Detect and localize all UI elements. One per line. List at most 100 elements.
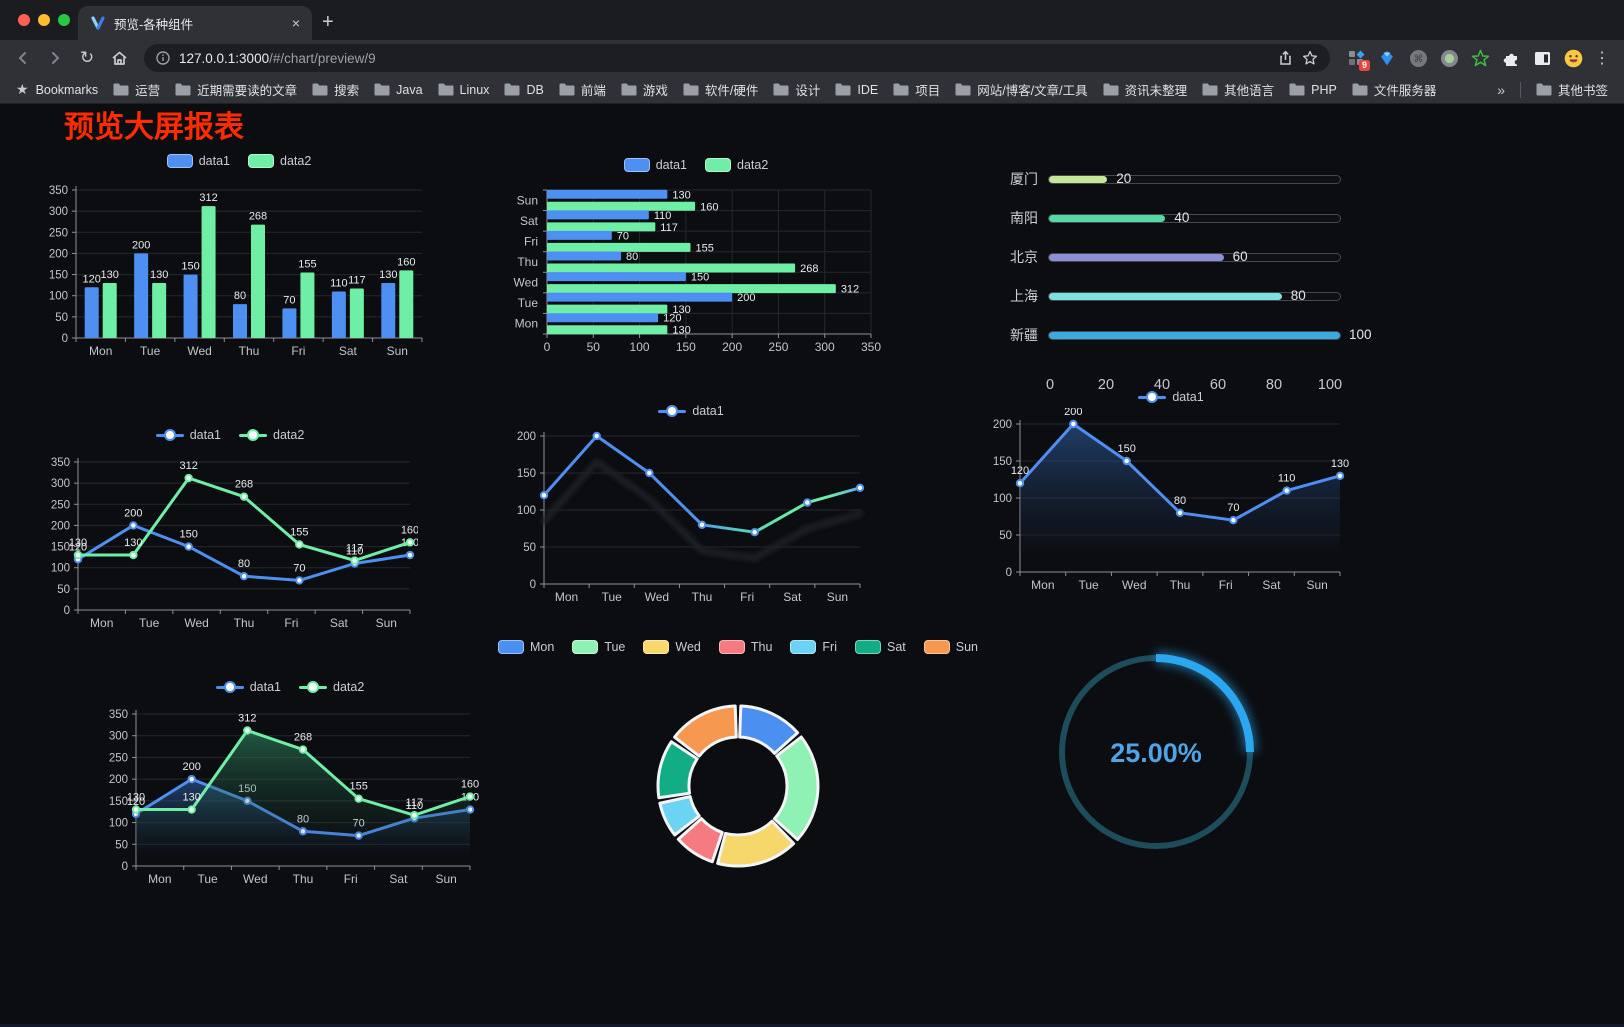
legend-item-Mon[interactable]: Mon <box>497 640 554 654</box>
bookmark-folder[interactable]: Linux <box>438 83 489 97</box>
extension-grid-icon[interactable]: 9 <box>1346 48 1370 71</box>
legend-item-Sat[interactable]: Sat <box>855 640 906 654</box>
legend-item-data2[interactable]: data2 <box>299 680 364 694</box>
site-info-icon[interactable] <box>156 51 170 65</box>
legend-item-Wed[interactable]: Wed <box>643 640 701 654</box>
tab-close-icon[interactable]: × <box>291 15 300 31</box>
legend-item-Fri[interactable]: Fri <box>790 640 837 654</box>
window-close-button[interactable] <box>18 14 30 26</box>
svg-text:155: 155 <box>290 526 308 538</box>
extension-star-icon[interactable] <box>1470 48 1490 68</box>
bookmark-folder[interactable]: 其他语言 <box>1202 80 1274 99</box>
svg-text:Sun: Sun <box>517 193 538 207</box>
back-button[interactable] <box>10 45 36 71</box>
svg-text:130: 130 <box>672 304 690 316</box>
legend-item-Sun[interactable]: Sun <box>923 640 978 654</box>
svg-text:200: 200 <box>517 431 536 443</box>
address-bar[interactable]: 127.0.0.1:3000/#/chart/preview/9 <box>144 44 1330 72</box>
chart-grouped-bar[interactable]: data1 data2 0 50 100 150 200 250 300 350 Mon Tue Wed… <box>40 150 438 364</box>
extension-record-icon[interactable] <box>1439 48 1459 68</box>
chart-donut-pie[interactable]: Mon Tue Wed Thu Fri Sat Sun <box>497 636 978 912</box>
other-bookmarks-folder[interactable]: 其他书签 <box>1536 80 1608 99</box>
bookmark-folder[interactable]: Java <box>374 83 423 97</box>
extension-reader-icon[interactable] <box>1532 48 1552 68</box>
bookmark-folder[interactable]: 软件/硬件 <box>683 80 758 99</box>
legend-item-data2[interactable]: data2 <box>705 158 768 172</box>
legend-label: data1 <box>189 428 221 442</box>
legend-item-data1[interactable]: data1 <box>623 158 687 172</box>
folder-icon <box>835 83 851 96</box>
extension-puzzle-icon[interactable] <box>1501 48 1521 68</box>
progress-value: 60 <box>1232 248 1248 264</box>
legend-item-Tue[interactable]: Tue <box>572 640 625 654</box>
progress-fill <box>1049 331 1340 339</box>
progress-label: 新疆 <box>1010 327 1038 343</box>
chart-gauge[interactable]: 25.00% <box>1038 624 1274 870</box>
bookmark-folder[interactable]: 资讯未整理 <box>1103 80 1187 99</box>
bookmark-folder[interactable]: DB <box>504 83 544 97</box>
svg-text:200: 200 <box>124 507 142 519</box>
bookmarks-overflow-button[interactable]: » <box>1497 81 1505 98</box>
svg-text:Wed: Wed <box>187 344 211 358</box>
svg-text:120: 120 <box>127 796 145 808</box>
bookmark-folder[interactable]: 运营 <box>113 80 160 99</box>
legend-item-data2[interactable]: data2 <box>239 428 304 442</box>
bookmark-folder[interactable]: 网站/博客/文章/工具 <box>955 80 1088 99</box>
bookmark-folder[interactable]: IDE <box>835 83 878 97</box>
chart-line-two-series[interactable]: data1 data2 0 50 100 150 200 250 300 350 Mon Tue Wed… <box>42 424 418 642</box>
chart-legend: data1 data2 <box>42 424 418 446</box>
browser-tab[interactable]: 预览-各种组件 × <box>78 6 312 40</box>
chart-progress-bars[interactable]: 厦门 20 南阳 40 北京 60 上海 80 新疆 100 0 20 40 60 80 100 <box>992 160 1372 394</box>
progress-value: 20 <box>1116 170 1132 186</box>
legend-item-data2[interactable]: data2 <box>248 154 311 168</box>
bookmark-folder[interactable]: PHP <box>1289 83 1337 97</box>
reload-button[interactable]: ↻ <box>79 48 95 67</box>
bookmark-folder[interactable]: 设计 <box>773 80 820 99</box>
legend-label: data2 <box>280 154 312 168</box>
legend-item-data1[interactable]: data1 <box>155 428 221 442</box>
svg-text:Thu: Thu <box>293 872 314 886</box>
extension-emoji-icon[interactable] <box>1563 48 1583 68</box>
legend-label: data2 <box>737 158 769 172</box>
legend-item-data1[interactable]: data1 <box>1138 390 1204 404</box>
legend-item-data1[interactable]: data1 <box>658 404 724 418</box>
chart-area-one-series[interactable]: data1 0 50 100 150 200 Mon Tue Wed Thu Fri Sat Sun 12… <box>988 386 1354 604</box>
svg-text:200: 200 <box>993 419 1012 431</box>
bookmark-folder[interactable]: 文件服务器 <box>1352 80 1436 99</box>
bookmark-folder[interactable]: 近期需要读的文章 <box>175 80 297 99</box>
svg-text:Thu: Thu <box>692 590 713 604</box>
svg-text:160: 160 <box>401 524 418 536</box>
home-button[interactable] <box>106 45 132 71</box>
extensions-row: 9 ⌘ ⋮ <box>1342 48 1614 71</box>
legend-item-data1[interactable]: data1 <box>166 154 230 168</box>
bookmark-folder[interactable]: 项目 <box>893 80 940 99</box>
chart-legend: data1 data2 <box>100 676 480 698</box>
url-text[interactable]: 127.0.0.1:3000/#/chart/preview/9 <box>179 51 376 66</box>
window-minimize-button[interactable] <box>38 14 50 26</box>
bar-grouped-canvas[interactable]: 0 50 100 150 200 250 300 350 Mon Tue Wed Thu Fri Sat S… <box>40 172 438 364</box>
extension-command-icon[interactable]: ⌘ <box>1408 48 1428 68</box>
bookmark-folder[interactable]: 游戏 <box>621 80 668 99</box>
svg-text:200: 200 <box>737 292 755 304</box>
svg-text:350: 350 <box>49 185 68 197</box>
new-tab-button[interactable]: + <box>322 11 334 33</box>
folder-icon <box>504 83 520 96</box>
forward-button[interactable] <box>42 45 68 71</box>
chart-horizontal-bar[interactable]: data1 data2 0 50 100 150 200 250 300 350 Sun 130 160… <box>505 154 887 366</box>
pie-slice-Fri <box>658 795 701 837</box>
svg-text:200: 200 <box>132 239 150 251</box>
extension-gem-icon[interactable] <box>1377 48 1397 68</box>
chart-area-two-series[interactable]: data1 data2 0 50 100 150 200 250 300 350 Mon Tue Wed… <box>100 676 480 900</box>
browser-menu-icon[interactable]: ⋮ <box>1594 50 1610 67</box>
svg-text:Fri: Fri <box>291 344 305 358</box>
bookmark-folder[interactable]: 搜索 <box>312 80 359 99</box>
share-icon[interactable] <box>1278 50 1293 66</box>
window-zoom-button[interactable] <box>58 14 70 26</box>
bookmark-folder[interactable]: 前端 <box>559 80 606 99</box>
bookmarks-manager[interactable]: ★ Bookmarks <box>16 81 98 98</box>
svg-text:130: 130 <box>182 792 200 804</box>
chart-line-gradient[interactable]: data1 0 50 100 150 200 Mon Tue Wed Thu Fri Sat Sun <box>512 400 870 614</box>
bookmark-star-icon[interactable] <box>1302 50 1318 66</box>
legend-item-Thu[interactable]: Thu <box>718 640 772 654</box>
legend-item-data1[interactable]: data1 <box>215 680 281 694</box>
